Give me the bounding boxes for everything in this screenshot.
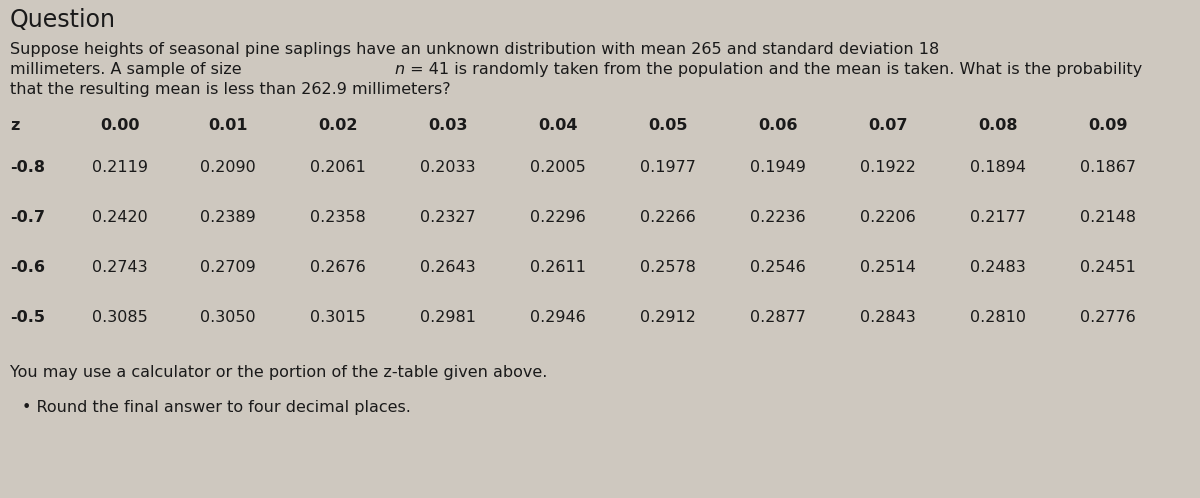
Text: 0.2546: 0.2546 <box>750 260 806 275</box>
Text: 0.09: 0.09 <box>1088 118 1128 133</box>
Text: millimeters. A sample of size: millimeters. A sample of size <box>10 62 247 77</box>
Text: 0.2206: 0.2206 <box>860 210 916 225</box>
Text: 0.01: 0.01 <box>209 118 247 133</box>
Text: that the resulting mean is less than 262.9 millimeters?: that the resulting mean is less than 262… <box>10 82 451 97</box>
Text: 0.2483: 0.2483 <box>970 260 1026 275</box>
Text: -0.8: -0.8 <box>10 160 46 175</box>
Text: 0.2451: 0.2451 <box>1080 260 1136 275</box>
Text: 0.03: 0.03 <box>428 118 468 133</box>
Text: • Round the final answer to four decimal places.: • Round the final answer to four decimal… <box>22 400 410 415</box>
Text: 0.3085: 0.3085 <box>92 310 148 325</box>
Text: -0.6: -0.6 <box>10 260 46 275</box>
Text: 0.08: 0.08 <box>978 118 1018 133</box>
Text: 0.2119: 0.2119 <box>92 160 148 175</box>
Text: z: z <box>10 118 19 133</box>
Text: 0.2420: 0.2420 <box>92 210 148 225</box>
Text: 0.2005: 0.2005 <box>530 160 586 175</box>
Text: 0.2946: 0.2946 <box>530 310 586 325</box>
Text: 0.2358: 0.2358 <box>310 210 366 225</box>
Text: 0.1922: 0.1922 <box>860 160 916 175</box>
Text: 0.2296: 0.2296 <box>530 210 586 225</box>
Text: Question: Question <box>10 8 116 32</box>
Text: 0.2061: 0.2061 <box>310 160 366 175</box>
Text: 0.04: 0.04 <box>539 118 577 133</box>
Text: 0.2236: 0.2236 <box>750 210 806 225</box>
Text: 0.2709: 0.2709 <box>200 260 256 275</box>
Text: = 41 is randomly taken from the population and the mean is taken. What is the pr: = 41 is randomly taken from the populati… <box>404 62 1142 77</box>
Text: 0.1949: 0.1949 <box>750 160 806 175</box>
Text: Suppose heights of seasonal pine saplings have an unknown distribution with mean: Suppose heights of seasonal pine sapling… <box>10 42 940 57</box>
Text: 0.1894: 0.1894 <box>970 160 1026 175</box>
Text: 0.2611: 0.2611 <box>530 260 586 275</box>
Text: 0.00: 0.00 <box>101 118 139 133</box>
Text: 0.2033: 0.2033 <box>420 160 475 175</box>
Text: 0.3015: 0.3015 <box>310 310 366 325</box>
Text: 0.2327: 0.2327 <box>420 210 476 225</box>
Text: You may use a calculator or the portion of the z-table given above.: You may use a calculator or the portion … <box>10 365 547 380</box>
Text: 0.05: 0.05 <box>648 118 688 133</box>
Text: 0.2843: 0.2843 <box>860 310 916 325</box>
Text: 0.1977: 0.1977 <box>640 160 696 175</box>
Text: 0.2877: 0.2877 <box>750 310 806 325</box>
Text: -0.5: -0.5 <box>10 310 46 325</box>
Text: 0.02: 0.02 <box>318 118 358 133</box>
Text: 0.2177: 0.2177 <box>970 210 1026 225</box>
Text: 0.07: 0.07 <box>869 118 907 133</box>
Text: -0.7: -0.7 <box>10 210 46 225</box>
Text: 0.2981: 0.2981 <box>420 310 476 325</box>
Text: 0.2389: 0.2389 <box>200 210 256 225</box>
Text: 0.2810: 0.2810 <box>970 310 1026 325</box>
Text: 0.3050: 0.3050 <box>200 310 256 325</box>
Text: 0.2090: 0.2090 <box>200 160 256 175</box>
Text: 0.2676: 0.2676 <box>310 260 366 275</box>
Text: 0.2578: 0.2578 <box>640 260 696 275</box>
Text: 0.2643: 0.2643 <box>420 260 476 275</box>
Text: 0.06: 0.06 <box>758 118 798 133</box>
Text: n: n <box>395 62 404 77</box>
Text: 0.1867: 0.1867 <box>1080 160 1136 175</box>
Text: 0.2266: 0.2266 <box>640 210 696 225</box>
Text: 0.2743: 0.2743 <box>92 260 148 275</box>
Text: 0.2514: 0.2514 <box>860 260 916 275</box>
Text: 0.2148: 0.2148 <box>1080 210 1136 225</box>
Text: 0.2776: 0.2776 <box>1080 310 1136 325</box>
Text: 0.2912: 0.2912 <box>640 310 696 325</box>
